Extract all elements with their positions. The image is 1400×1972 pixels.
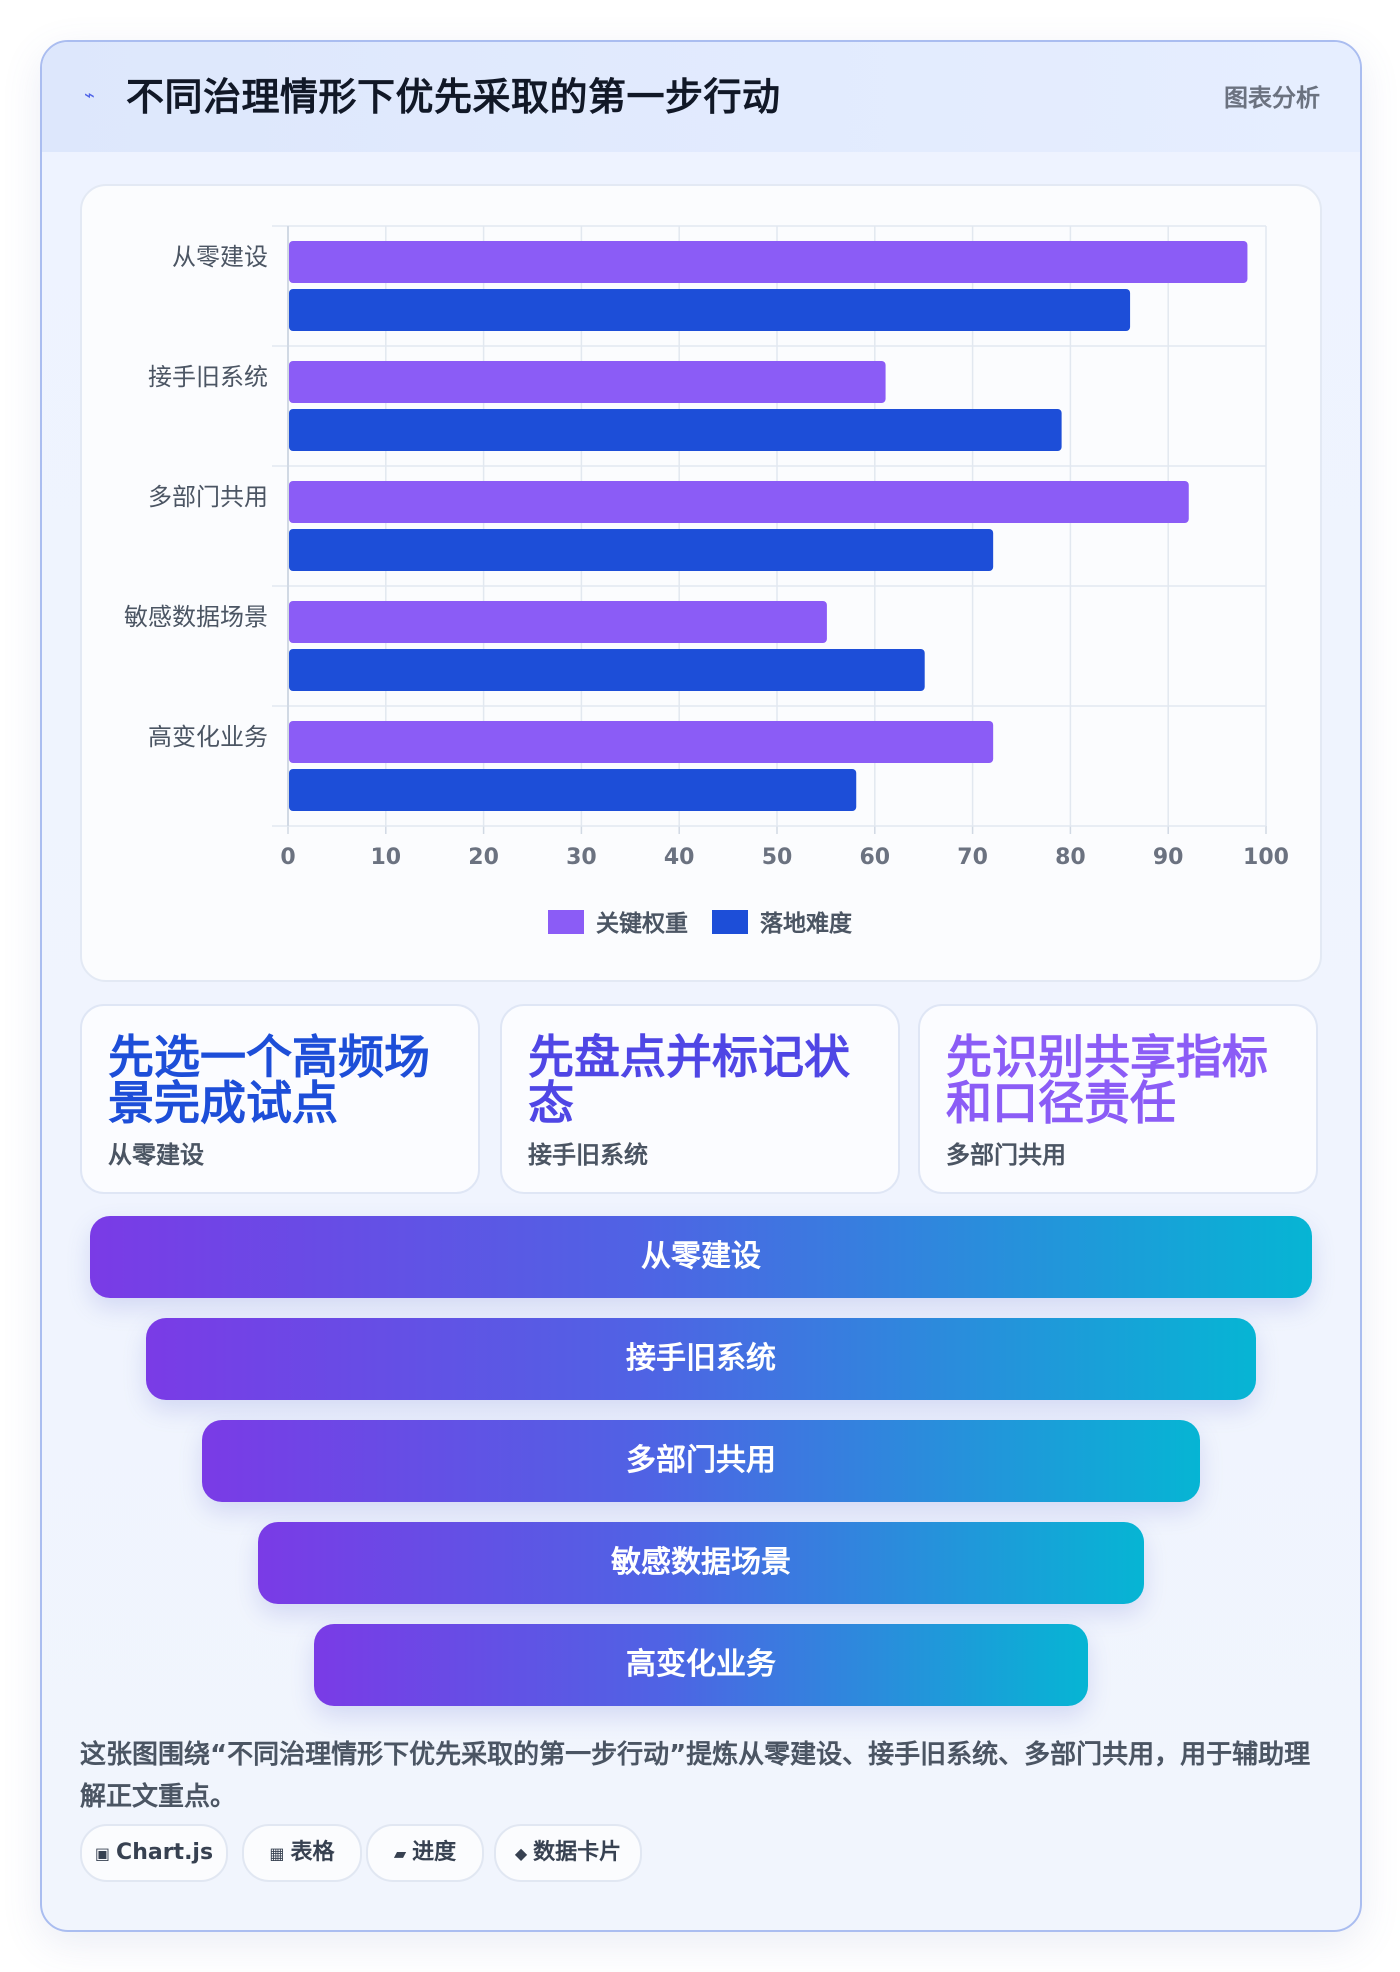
funnel-step-3: 多部门共用 (202, 1420, 1200, 1502)
progress-icon: ▰ (393, 1844, 407, 1863)
main-card: ⌁ 不同治理情形下优先采取的第一步行动 图表分析 0 10 20 30 40 50 60 70… (40, 40, 1362, 1932)
y-tick-label: 多部门共用 (148, 483, 268, 511)
kpi-card-subtitle: 多部门共用 (946, 1141, 1066, 1169)
legend-swatch (548, 910, 584, 934)
funnel-step-5: 高变化业务 (314, 1624, 1088, 1706)
legend-label: 落地难度 (760, 910, 853, 937)
bar-key-weight (289, 361, 886, 403)
kpi-card-3: 先识别共享指标和口径责任 多部门共用 (918, 1004, 1318, 1194)
kpi-card-subtitle: 接手旧系统 (528, 1141, 648, 1169)
x-tick-label: 60 (859, 845, 890, 870)
chip-label: 数据卡片 (533, 1840, 622, 1865)
bar-difficulty (289, 289, 1131, 331)
kpi-card-subtitle: 从零建设 (108, 1141, 204, 1169)
kpi-card-title: 先识别共享指标和口径责任 (946, 1030, 1268, 1130)
kpi-card-title: 先选一个高频场景完成试点 (108, 1030, 430, 1130)
chart-description: 这张图围绕“不同治理情形下优先采取的第一步行动”提炼从零建设、接手旧系统、多部门… (80, 1740, 1311, 1812)
x-tick-label: 40 (664, 845, 695, 870)
y-tick-label: 接手旧系统 (148, 363, 268, 391)
x-tick-label: 100 (1243, 845, 1289, 870)
chart-icon: ▣ (94, 1844, 111, 1863)
kpi-card-title: 先盘点并标记状态 (528, 1030, 850, 1130)
chip-label: 表格 (290, 1840, 335, 1865)
bar-key-weight (289, 481, 1189, 523)
x-tick-label: 90 (1153, 845, 1184, 870)
bar-difficulty (289, 409, 1062, 451)
x-tick-label: 0 (280, 845, 295, 870)
chip-label: Chart.js (116, 1840, 214, 1865)
bar-key-weight (289, 241, 1248, 283)
chart-panel: 0 10 20 30 40 50 60 70 80 90 100 从零建设接手旧系统多部门共用敏感数据… (80, 184, 1322, 982)
diamond-icon: ◆ (514, 1844, 528, 1863)
chip-progress[interactable]: ▰ 进度 (366, 1824, 484, 1882)
funnel-step-2: 接手旧系统 (146, 1318, 1256, 1400)
y-tick-label: 高变化业务 (148, 723, 268, 751)
y-tick-label: 敏感数据场景 (124, 603, 268, 631)
header-bar: ⌁ 不同治理情形下优先采取的第一步行动 图表分析 (42, 42, 1360, 152)
x-tick-label: 50 (762, 845, 793, 870)
funnel-step-4: 敏感数据场景 (258, 1522, 1144, 1604)
kpi-card-1: 先选一个高频场景完成试点 从零建设 (80, 1004, 480, 1194)
bar-chart: 0 10 20 30 40 50 60 70 80 90 100 从零建设接手旧系统多部门共用敏感数据… (124, 225, 1289, 937)
chip-label: 进度 (412, 1840, 457, 1865)
legend-swatch (712, 910, 748, 934)
x-tick-label: 20 (468, 845, 499, 870)
chip-chartjs[interactable]: ▣ Chart.js (80, 1824, 228, 1882)
x-tick-label: 70 (957, 845, 988, 870)
funnel-step-1: 从零建设 (90, 1216, 1312, 1298)
bar-key-weight (289, 721, 994, 763)
kpi-card-2: 先盘点并标记状态 接手旧系统 (500, 1004, 900, 1194)
chip-table[interactable]: ▦ 表格 (242, 1824, 362, 1882)
chart-analysis-tag: 图表分析 (1224, 84, 1320, 112)
bolt-icon: ⌁ (84, 85, 95, 106)
bar-difficulty (289, 529, 994, 571)
x-tick-label: 10 (370, 845, 401, 870)
table-icon: ▦ (269, 1844, 285, 1863)
x-tick-label: 30 (566, 845, 597, 870)
chip-data-card[interactable]: ◆ 数据卡片 (494, 1824, 642, 1882)
bar-difficulty (289, 649, 925, 691)
legend-label: 关键权重 (596, 910, 688, 937)
bar-key-weight (289, 601, 827, 643)
y-tick-label: 从零建设 (172, 243, 268, 271)
x-tick-label: 80 (1055, 845, 1086, 870)
bar-difficulty (289, 769, 857, 811)
page-title: 不同治理情形下优先采取的第一步行动 (126, 75, 781, 119)
